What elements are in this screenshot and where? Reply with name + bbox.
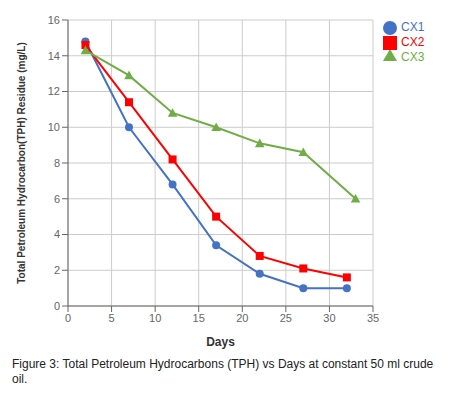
svg-text:8: 8 [54,157,60,169]
svg-text:Total Petroleum Hydrocarbon(TP: Total Petroleum Hydrocarbon(TPH) Residue… [16,42,27,284]
svg-text:0: 0 [54,300,60,312]
html-text:CX3: CX3 [401,49,425,64]
html-text:Figure 3: Total Petroleum Hydr: Figure 3: Total Petroleum Hydrocarbons (… [12,357,434,371]
svg-text:20: 20 [236,312,248,324]
svg-text:35: 35 [367,312,379,324]
svg-text:4: 4 [54,228,60,240]
svg-text:10: 10 [48,121,60,133]
svg-text:16: 16 [48,14,60,26]
svg-text:30: 30 [323,312,335,324]
html-text:CX2: CX2 [401,34,425,49]
svg-text:15: 15 [193,312,205,324]
html-text:oil.: oil. [12,372,28,386]
svg-text:14: 14 [48,50,60,62]
svg-text:0: 0 [65,312,71,324]
svg-text:10: 10 [149,312,161,324]
svg-text:5: 5 [109,312,115,324]
svg-text:Days: Days [206,335,235,349]
svg-text:12: 12 [48,85,60,97]
svg-text:25: 25 [280,312,292,324]
svg-text:6: 6 [54,193,60,205]
svg-text:2: 2 [54,264,60,276]
html-text:CX1: CX1 [401,20,425,34]
